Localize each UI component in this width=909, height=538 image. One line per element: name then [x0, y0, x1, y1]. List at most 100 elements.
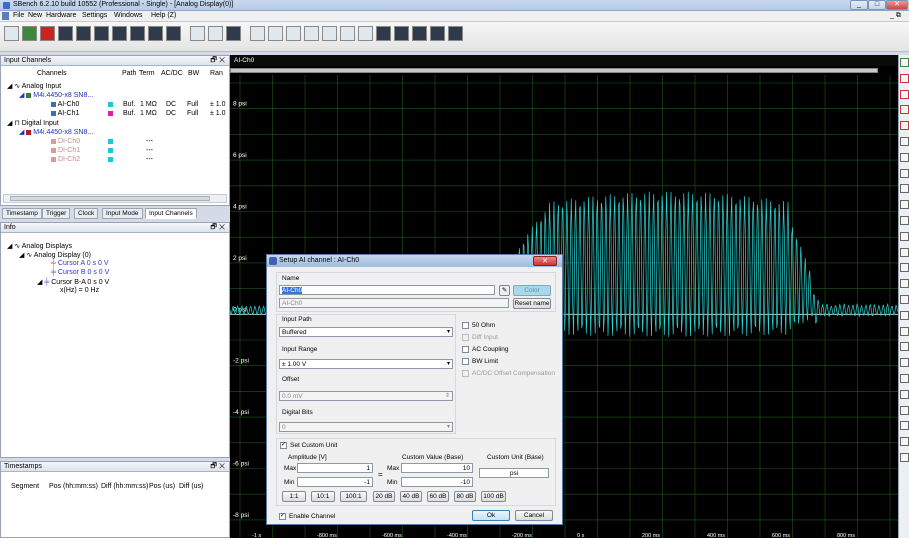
digital-color-2[interactable]	[108, 156, 113, 163]
single-shot-icon[interactable]	[58, 26, 73, 41]
minimize-button[interactable]: _	[850, 0, 868, 10]
cascade-icon[interactable]	[430, 26, 445, 41]
scrollbar-thumb[interactable]	[10, 196, 210, 201]
digital-row-1[interactable]: DI-Ch1	[51, 147, 80, 154]
pin-close-icon[interactable]: 🗗 ✕	[210, 463, 225, 470]
ac-coupling-checkbox[interactable]	[462, 346, 469, 353]
overview-bar[interactable]	[230, 68, 878, 73]
acquire-icon[interactable]	[76, 26, 91, 41]
channel-row-0[interactable]: AI-Ch0	[51, 101, 79, 108]
digital-row-0[interactable]: DI-Ch0	[51, 138, 80, 145]
channel-color-1[interactable]	[108, 110, 113, 117]
side-tool-icon[interactable]	[900, 279, 909, 289]
50ohm-checkbox[interactable]	[462, 322, 469, 329]
close-display-icon[interactable]	[394, 26, 409, 41]
ratio-10-1-button[interactable]: 10:1	[311, 491, 335, 502]
side-tool-icon[interactable]	[900, 200, 909, 210]
db-100-button[interactable]: 100 dB	[481, 491, 506, 502]
side-tool-icon[interactable]	[900, 137, 909, 146]
dark-mode-icon[interactable]	[376, 26, 391, 41]
digital-color-0[interactable]	[108, 138, 113, 145]
col-pos-hms[interactable]: Pos (hh:mm:ss)	[49, 483, 99, 490]
side-tool-icon[interactable]	[900, 342, 909, 352]
enable-channel-checkbox[interactable]: ✓	[279, 513, 286, 520]
channel-color-0[interactable]	[108, 101, 113, 108]
start-icon[interactable]	[22, 26, 37, 41]
side-tool-icon[interactable]	[900, 326, 909, 336]
maximize-button[interactable]: □	[868, 0, 886, 10]
col-channels[interactable]: Channels	[37, 70, 67, 77]
math-icon[interactable]	[148, 26, 163, 41]
cv-min-input[interactable]: -10	[401, 477, 473, 487]
amp-min-input[interactable]: -1	[297, 477, 373, 487]
zoom-icon[interactable]	[250, 26, 265, 41]
export-icon[interactable]	[112, 26, 127, 41]
scope-icon[interactable]	[226, 26, 241, 41]
side-tool-icon[interactable]	[900, 231, 909, 241]
arrow-icon[interactable]	[4, 26, 19, 41]
input-range-select[interactable]: ± 1.00 V ▾	[279, 359, 453, 369]
menu-new[interactable]: New	[28, 12, 43, 19]
side-tool-icon[interactable]	[900, 295, 909, 304]
side-tool-icon[interactable]	[900, 184, 909, 194]
tab-input-channels[interactable]: Input Channels	[145, 208, 197, 219]
col-pos-us[interactable]: Pos (us)	[149, 483, 176, 490]
amp-max-input[interactable]: 1	[297, 463, 373, 473]
horizontal-scrollbar[interactable]	[3, 194, 227, 203]
ok-button[interactable]: Ok	[472, 510, 510, 521]
dialog-close-button[interactable]: ✕	[533, 256, 557, 266]
tree-analog-displays[interactable]: ◢ ∿ Analog Displays	[7, 243, 72, 250]
side-tool-icon[interactable]	[900, 263, 909, 273]
cursor-ba-row[interactable]: ◢ ╪ Cursor B-A 0 s 0 V	[37, 279, 110, 286]
side-tool-icon[interactable]	[900, 437, 909, 447]
side-tool-icon[interactable]	[900, 89, 909, 99]
col-diff-hms[interactable]: Diff (hh:mm:ss)	[101, 483, 149, 490]
digital-row-2[interactable]: DI-Ch2	[51, 156, 80, 163]
channel-tab[interactable]: AI-Ch0	[234, 57, 255, 64]
col-range[interactable]: Ran	[210, 70, 223, 77]
side-tool-icon[interactable]	[900, 247, 909, 257]
mdi-restore-icon[interactable]: _ ⧉	[890, 12, 901, 19]
digital-color-1[interactable]	[108, 147, 113, 154]
grid-icon[interactable]	[322, 26, 337, 41]
color-button[interactable]: Color	[513, 285, 551, 296]
tree-analog-input[interactable]: ◢ ∿ Analog Input	[7, 83, 62, 90]
cancel-button[interactable]: Cancel	[515, 510, 553, 521]
col-term[interactable]: Term	[139, 70, 155, 77]
tab-trigger[interactable]: Trigger	[42, 208, 71, 219]
side-tool-icon[interactable]	[900, 389, 909, 399]
diff-input-checkbox[interactable]	[462, 334, 469, 341]
ratio-1-1-button[interactable]: 1:1	[282, 491, 306, 502]
name-input[interactable]: AI-Ch0	[279, 285, 495, 295]
tab-timestamp[interactable]: Timestamp	[2, 208, 42, 219]
channel-row-1[interactable]: AI-Ch1	[51, 110, 79, 117]
col-bw[interactable]: BW	[188, 70, 200, 77]
side-tool-icon[interactable]	[900, 216, 909, 225]
zoom-y-icon[interactable]	[286, 26, 301, 41]
cv-max-input[interactable]: 10	[401, 463, 473, 473]
side-tool-icon[interactable]	[900, 168, 909, 178]
acdc-comp-checkbox[interactable]	[462, 370, 469, 377]
close-button[interactable]: ✕	[886, 0, 908, 10]
zoom-x-icon[interactable]	[268, 26, 283, 41]
input-path-select[interactable]: Buffered ▾	[279, 327, 453, 337]
tree-device[interactable]: ◢ M4i.4450-x8 SN8...	[19, 92, 94, 99]
menu-windows[interactable]: Windows	[114, 12, 143, 19]
ratio-100-1-button[interactable]: 100:1	[340, 491, 367, 502]
tree-display[interactable]: ◢ ∿ Analog Display (0)	[19, 252, 91, 259]
custom-unit-checkbox[interactable]: ✓	[280, 442, 287, 449]
reset-name-button[interactable]: Reset name	[513, 298, 551, 309]
side-tool-icon[interactable]	[900, 58, 909, 67]
side-tool-icon[interactable]	[900, 421, 909, 431]
col-segment[interactable]: Segment	[11, 483, 40, 490]
cursor-a-row[interactable]: ╪ Cursor A 0 s 0 V	[51, 260, 109, 267]
display-icon[interactable]	[190, 26, 205, 41]
db-20-button[interactable]: 20 dB	[373, 491, 395, 502]
tree-digital-device[interactable]: ◢ M4i.4450-x8 SN8...	[19, 129, 94, 136]
unit-input[interactable]: psi	[479, 468, 549, 478]
col-acdc[interactable]: AC/DC	[161, 70, 183, 77]
measure-icon[interactable]	[340, 26, 355, 41]
color-picker-icon[interactable]: ✎	[499, 285, 510, 296]
tile-icon[interactable]	[412, 26, 427, 41]
col-diff-us[interactable]: Diff (us)	[179, 483, 204, 490]
